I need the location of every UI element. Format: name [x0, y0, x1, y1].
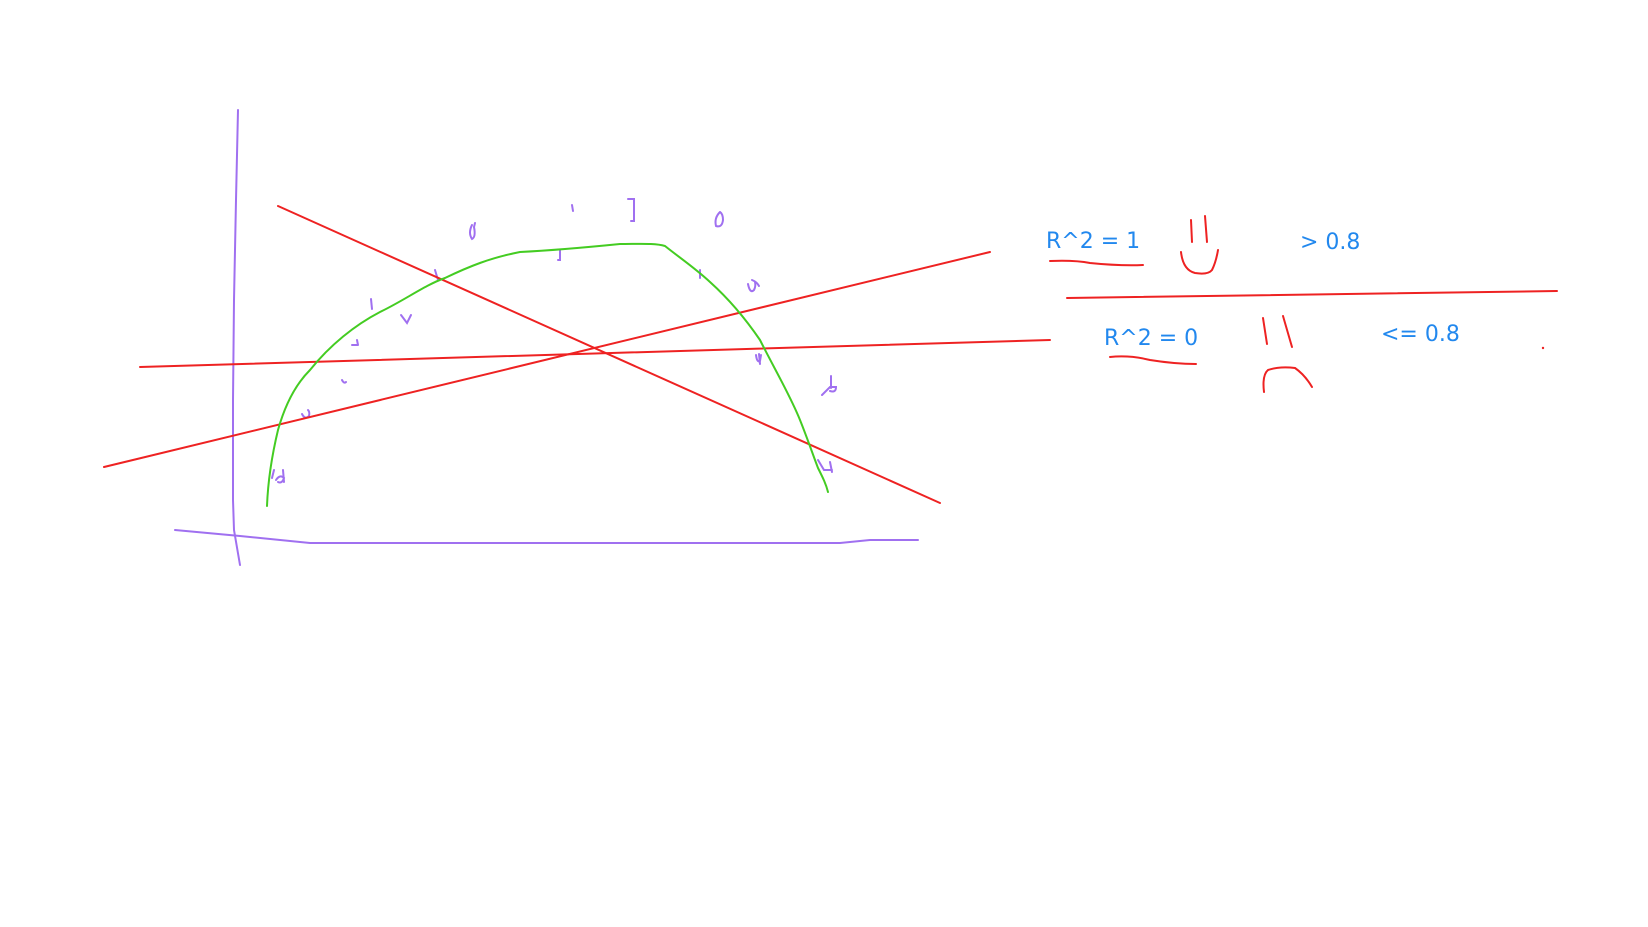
data-point: [747, 279, 760, 293]
frowny-face-icon: [1262, 315, 1313, 393]
data-point: [351, 339, 359, 346]
fit-line-flat: [139, 339, 1051, 368]
fit-line-positive-slope: [103, 251, 991, 468]
fit-lines: [103, 205, 1051, 504]
data-point: [400, 314, 412, 325]
data-point: [821, 375, 838, 396]
bottom-r2-underline: [1109, 355, 1197, 365]
y-axis: [232, 109, 241, 566]
ink-dot: [1541, 346, 1545, 350]
top-r2-label: R^2 = 1: [1046, 229, 1141, 254]
data-point: [714, 211, 725, 228]
data-point: [817, 459, 833, 473]
bottom-r2-label: R^2 = 0: [1104, 326, 1199, 351]
data-point: [571, 204, 574, 212]
x-axis: [174, 529, 919, 544]
data-point: [370, 298, 373, 310]
data-point: [627, 198, 635, 222]
data-point: [341, 379, 347, 384]
scatter-points: [271, 198, 838, 484]
data-point: [557, 249, 561, 261]
data-point: [271, 469, 286, 484]
top-r2-underline: [1049, 259, 1144, 267]
top-threshold-label: > 0.8: [1300, 230, 1361, 255]
bottom-threshold-label: <= 0.8: [1381, 322, 1460, 347]
smiley-face-icon: [1180, 215, 1219, 275]
notes-divider: [1066, 290, 1558, 299]
fit-curve: [266, 242, 829, 507]
data-point: [755, 353, 762, 365]
data-point: [469, 222, 476, 241]
data-point: [301, 409, 311, 419]
fit-line-negative-slope: [277, 205, 941, 504]
